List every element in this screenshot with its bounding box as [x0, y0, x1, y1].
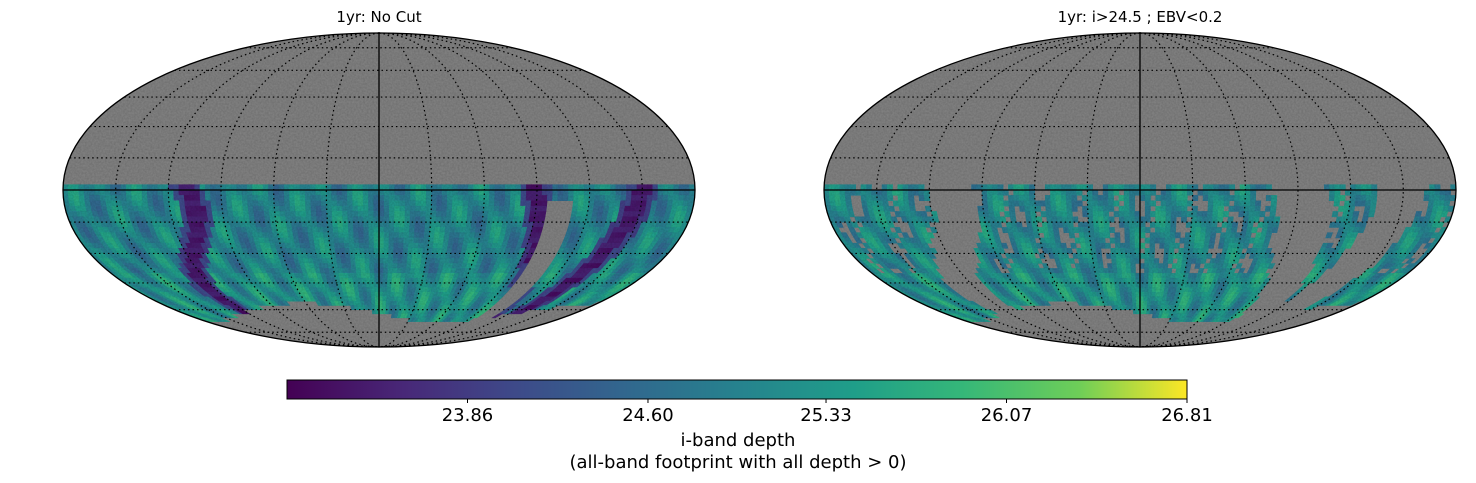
sky-map-1 — [823, 32, 1457, 348]
sky-map-0 — [62, 32, 696, 348]
meridian-line — [220, 32, 380, 348]
graticule — [63, 32, 695, 348]
map-outline — [62, 32, 696, 348]
meridian-line — [115, 32, 380, 348]
meridian-line — [378, 32, 591, 348]
